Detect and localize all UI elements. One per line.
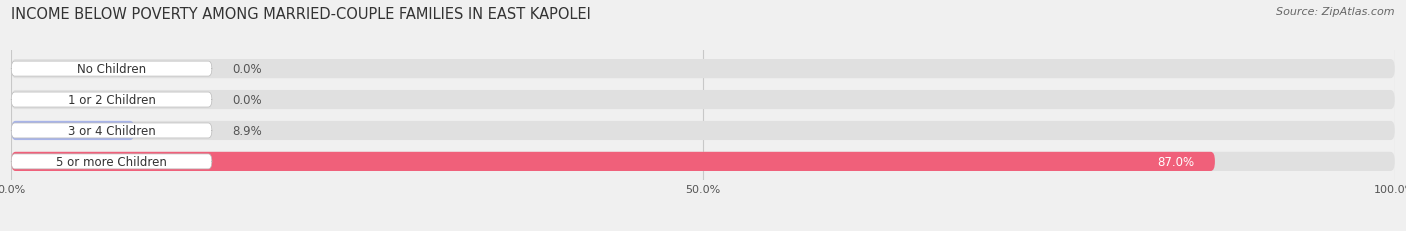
FancyBboxPatch shape [11,123,212,138]
Text: 87.0%: 87.0% [1157,155,1194,168]
FancyBboxPatch shape [11,121,1395,140]
Text: 3 or 4 Children: 3 or 4 Children [67,125,156,137]
Text: 0.0%: 0.0% [232,63,263,76]
Text: 8.9%: 8.9% [232,125,263,137]
FancyBboxPatch shape [11,152,1395,171]
FancyBboxPatch shape [11,60,1395,79]
Text: No Children: No Children [77,63,146,76]
Text: 0.0%: 0.0% [232,94,263,106]
FancyBboxPatch shape [11,154,212,169]
FancyBboxPatch shape [11,93,212,108]
FancyBboxPatch shape [11,91,1395,110]
FancyBboxPatch shape [11,121,135,140]
FancyBboxPatch shape [11,62,212,77]
Text: 5 or more Children: 5 or more Children [56,155,167,168]
FancyBboxPatch shape [11,152,1215,171]
Text: INCOME BELOW POVERTY AMONG MARRIED-COUPLE FAMILIES IN EAST KAPOLEI: INCOME BELOW POVERTY AMONG MARRIED-COUPL… [11,7,591,22]
Text: 1 or 2 Children: 1 or 2 Children [67,94,156,106]
Text: Source: ZipAtlas.com: Source: ZipAtlas.com [1277,7,1395,17]
